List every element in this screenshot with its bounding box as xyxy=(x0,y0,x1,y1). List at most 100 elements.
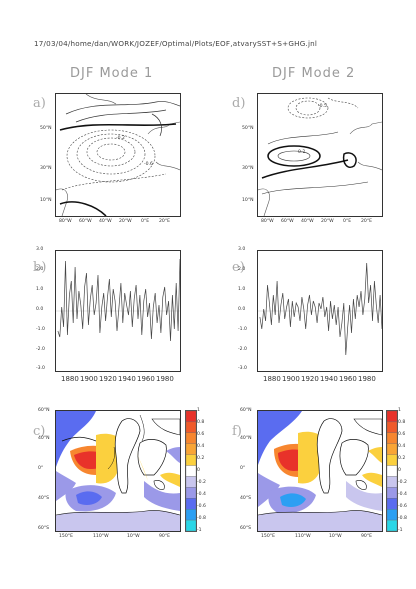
colorbar-labels: 1 0.8 0.6 0.4 0.2 0 -0.2 -0.4 -0.6 -0.8 -1 xyxy=(197,408,213,533)
lon-tick: 0°E xyxy=(141,219,150,224)
colorbar-swatch xyxy=(186,432,196,444)
panel-label-d: d) xyxy=(232,96,246,111)
mode2-ocean-lon-ticks: 150°E 110°W 10°W 90°E xyxy=(257,534,381,542)
colorbar-label: -0.2 xyxy=(398,480,407,485)
lon-tick: 20°E xyxy=(159,219,171,224)
colorbar-label: 0.2 xyxy=(197,456,205,461)
colorbar-swatch xyxy=(387,519,397,531)
lon-tick: 90°E xyxy=(361,534,373,539)
colorbar-labels: 1 0.8 0.6 0.4 0.2 0 -0.2 -0.4 -0.6 -0.8 -1 xyxy=(398,408,414,533)
mode1-x-ticks: 1880 1900 1920 1940 1960 1980 xyxy=(55,375,179,385)
mode2-colorbar: 1 0.8 0.6 0.4 0.2 0 -0.2 -0.4 -0.6 -0.8 -1 xyxy=(386,408,414,533)
x-tick: 1900 xyxy=(282,375,300,383)
colorbar-label: 0.8 xyxy=(197,420,205,425)
lat-tick: 10°N xyxy=(242,198,254,203)
lon-tick: 60°W xyxy=(79,219,92,224)
lon-tick: 40°W xyxy=(301,219,314,224)
x-tick: 1880 xyxy=(263,375,281,383)
lat-tick: 60°S xyxy=(240,526,252,531)
mode1-ocean-lon-ticks: 150°E 110°W 10°W 90°E xyxy=(55,534,179,542)
lon-tick: 60°W xyxy=(281,219,294,224)
colorbar-label: -0.6 xyxy=(197,504,206,509)
mode1-contour-label: -0.6 xyxy=(144,162,153,167)
mode1-sst-pattern xyxy=(56,411,180,531)
y-tick: -1.0 xyxy=(238,327,247,332)
mode1-lon-ticks: 80°W 60°W 40°W 20°W 0°E 20°E xyxy=(55,219,179,227)
y-tick: -2.0 xyxy=(238,347,247,352)
mode1-ocean-map xyxy=(55,410,181,532)
colorbar-swatch xyxy=(186,421,196,433)
mode1-colorbar: 1 0.8 0.6 0.4 0.2 0 -0.2 -0.4 -0.6 -0.8 -1 xyxy=(185,408,213,533)
colorbar-swatch xyxy=(387,487,397,499)
x-tick: 1960 xyxy=(339,375,357,383)
x-tick: 1940 xyxy=(320,375,338,383)
x-tick: 1980 xyxy=(156,375,174,383)
colorbar-label: -0.8 xyxy=(398,516,407,521)
colorbar-label: 0.6 xyxy=(197,432,205,437)
panel-label-b: b) xyxy=(33,260,47,275)
lat-tick: 30°N xyxy=(40,166,52,171)
mode2-timeseries xyxy=(257,250,383,372)
mode2-atlantic-map: 0.2 -0.5 xyxy=(257,93,383,217)
lat-tick: 0° xyxy=(38,466,44,471)
lat-tick: 40°N xyxy=(38,436,50,441)
y-tick: -3.0 xyxy=(36,366,45,371)
mode2-y-ticks: 3.0 2.0 1.0 0.0 -1.0 -2.0 -3.0 xyxy=(238,247,256,371)
x-tick: 1880 xyxy=(61,375,79,383)
lon-tick: 20°W xyxy=(321,219,334,224)
colorbar-swatch xyxy=(186,476,196,488)
colorbar-swatch xyxy=(387,498,397,510)
lat-tick: 30°N xyxy=(242,166,254,171)
mode2-ocean-lat-ticks: 60°N 40°N 0° 40°S 60°S xyxy=(240,408,256,531)
colorbar-swatch xyxy=(387,432,397,444)
lon-tick: 40°W xyxy=(99,219,112,224)
lat-tick: 40°S xyxy=(240,496,252,501)
mode2-contour-plot xyxy=(258,97,382,216)
colorbar-label: 0.8 xyxy=(398,420,406,425)
y-tick: 2.0 xyxy=(36,267,44,272)
y-tick: 0.0 xyxy=(238,307,246,312)
file-path-header: 17/03/04/home/dan/WORK/JOZEF/Optimal/Plo… xyxy=(34,39,318,48)
panel-label-c: c) xyxy=(33,424,46,439)
x-tick: 1920 xyxy=(301,375,319,383)
y-tick: -2.0 xyxy=(36,347,45,352)
lat-tick: 50°N xyxy=(242,126,254,131)
colorbar-label: -0.4 xyxy=(398,492,407,497)
colorbar-swatch xyxy=(186,454,196,466)
colorbar-label: -1 xyxy=(197,528,202,533)
mode1-y-ticks: 3.0 2.0 1.0 0.0 -1.0 -2.0 -3.0 xyxy=(36,247,54,371)
lat-tick: 40°S xyxy=(38,496,50,501)
y-tick: -1.0 xyxy=(36,327,45,332)
colorbar-swatch xyxy=(387,443,397,455)
y-tick: 3.0 xyxy=(238,247,246,252)
y-tick: 1.0 xyxy=(238,287,246,292)
lon-tick: 10°W xyxy=(329,534,342,539)
colorbar-label: 1 xyxy=(197,408,200,413)
mode2-contour-label: -0.5 xyxy=(318,104,327,109)
colorbar-swatch xyxy=(186,498,196,510)
lat-tick: 60°S xyxy=(38,526,50,531)
mode2-sst-pattern xyxy=(258,411,382,531)
lon-tick: 20°W xyxy=(119,219,132,224)
colorbar-swatches xyxy=(185,410,197,532)
colorbar-label: -0.6 xyxy=(398,504,407,509)
colorbar-label: 0.2 xyxy=(398,456,406,461)
y-tick: 2.0 xyxy=(238,267,246,272)
lon-tick: 0°E xyxy=(343,219,352,224)
lat-tick: 50°N xyxy=(40,126,52,131)
panel-label-a: a) xyxy=(33,96,46,111)
colorbar-swatch xyxy=(387,454,397,466)
colorbar-label: -0.8 xyxy=(197,516,206,521)
colorbar-label: -1 xyxy=(398,528,403,533)
lon-tick: 90°E xyxy=(159,534,171,539)
colorbar-label: 0 xyxy=(197,468,200,473)
mode1-timeseries-svg xyxy=(56,258,180,342)
colorbar-label: 0 xyxy=(398,468,401,473)
y-tick: -3.0 xyxy=(238,366,247,371)
mode1-contour-plot xyxy=(56,94,180,216)
lon-tick: 10°W xyxy=(127,534,140,539)
lon-tick: 150°E xyxy=(59,534,73,539)
y-tick: 3.0 xyxy=(36,247,44,252)
colorbar-label: -0.4 xyxy=(197,492,206,497)
panel-label-f: f) xyxy=(232,424,242,439)
